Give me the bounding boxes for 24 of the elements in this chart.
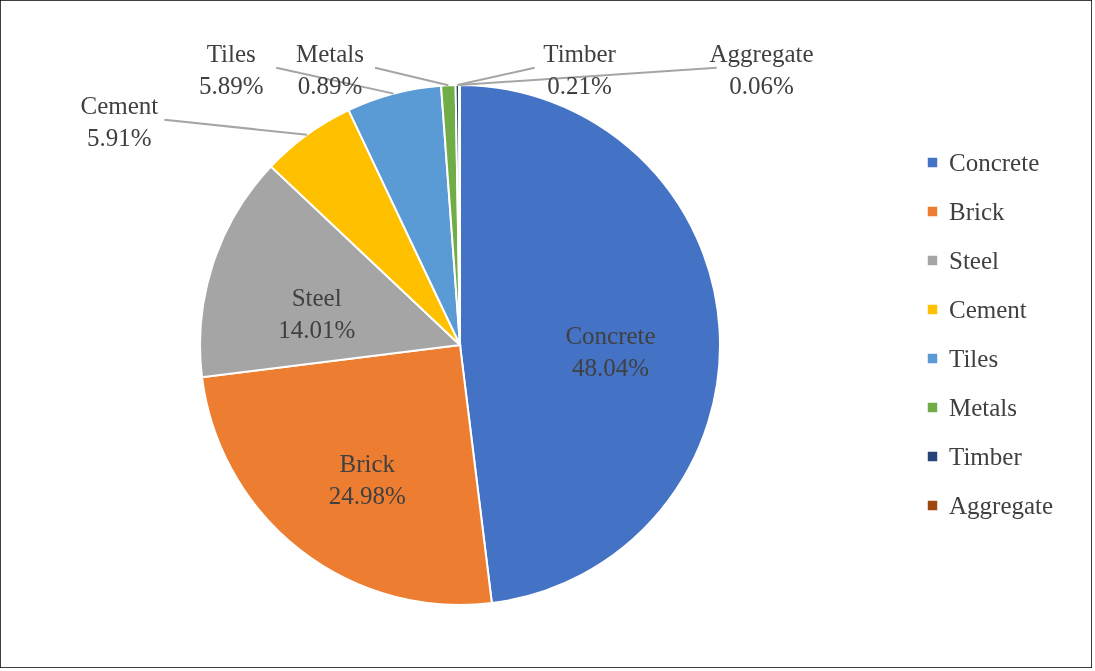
legend-label: Timber: [949, 442, 1023, 470]
slice-label: Timber: [543, 39, 617, 67]
legend-label: Brick: [949, 197, 1006, 225]
slice-label: Aggregate: [709, 39, 814, 67]
data-label: 48.04%: [571, 353, 650, 381]
data-label: 14.01%: [278, 316, 356, 344]
data-label: 5.91%: [87, 123, 152, 151]
legend-label: Steel: [949, 246, 1000, 274]
data-label: 24.98%: [328, 481, 406, 509]
data-label: 0.06%: [729, 71, 794, 99]
legend-label: Aggregate: [949, 491, 1054, 519]
data-label: 0.89%: [297, 71, 363, 99]
slice-label: Brick: [339, 449, 396, 477]
data-label: 5.89%: [198, 71, 264, 99]
data-label: 0.21%: [547, 71, 612, 99]
legend-label: Concrete: [949, 148, 1040, 176]
legend-label: Metals: [949, 393, 1018, 421]
slice-label: Concrete: [565, 321, 656, 349]
legend-label: Cement: [949, 295, 1027, 323]
legend-label: Tiles: [949, 344, 999, 372]
slice-label: Tiles: [206, 39, 256, 67]
slice-label: Metals: [295, 39, 365, 67]
slice-label: Steel: [291, 284, 342, 312]
slice-label: Cement: [80, 91, 159, 119]
